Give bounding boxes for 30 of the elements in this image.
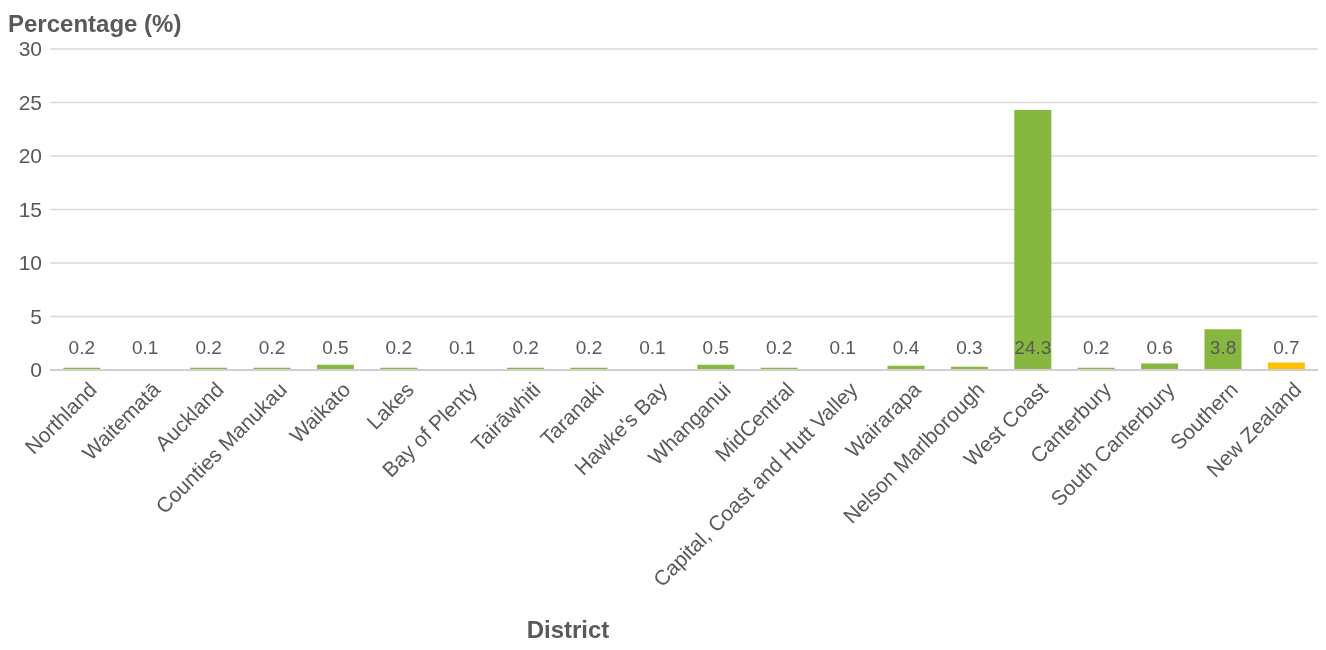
data-label: 0.2 xyxy=(258,337,286,358)
data-label: 0.2 xyxy=(766,337,793,358)
data-label: 0.2 xyxy=(195,337,222,358)
data-label: 24.3 xyxy=(1014,337,1052,358)
y-tick-label: 5 xyxy=(30,304,42,328)
data-label: 0.2 xyxy=(385,337,413,358)
data-label: 0.1 xyxy=(449,337,476,358)
y-tick-label: 25 xyxy=(18,90,42,114)
data-label: 3.8 xyxy=(1209,337,1237,358)
data-label: 0.4 xyxy=(892,337,920,358)
data-label: 0.6 xyxy=(1146,337,1173,358)
bar xyxy=(1014,109,1052,370)
y-tick-label: 20 xyxy=(18,144,42,168)
y-tick-label: 10 xyxy=(18,251,42,275)
y-axis-title: Percentage (%) xyxy=(8,10,182,38)
data-label: 0.2 xyxy=(1083,337,1110,358)
data-label: 0.1 xyxy=(829,337,856,358)
y-tick-label: 15 xyxy=(18,197,42,221)
data-label: 0.3 xyxy=(956,337,983,358)
data-label: 0.7 xyxy=(1273,337,1300,358)
data-label: 0.2 xyxy=(575,337,603,358)
data-label: 0.2 xyxy=(68,337,96,358)
data-label: 0.2 xyxy=(512,337,539,358)
data-label: 0.1 xyxy=(639,337,666,358)
y-tick-label: 0 xyxy=(30,358,42,382)
x-axis-title: District xyxy=(525,616,611,644)
data-label: 0.5 xyxy=(702,337,730,358)
y-tick-label: 30 xyxy=(18,37,42,61)
data-label: 0.5 xyxy=(322,337,349,358)
data-label: 0.1 xyxy=(132,337,159,358)
